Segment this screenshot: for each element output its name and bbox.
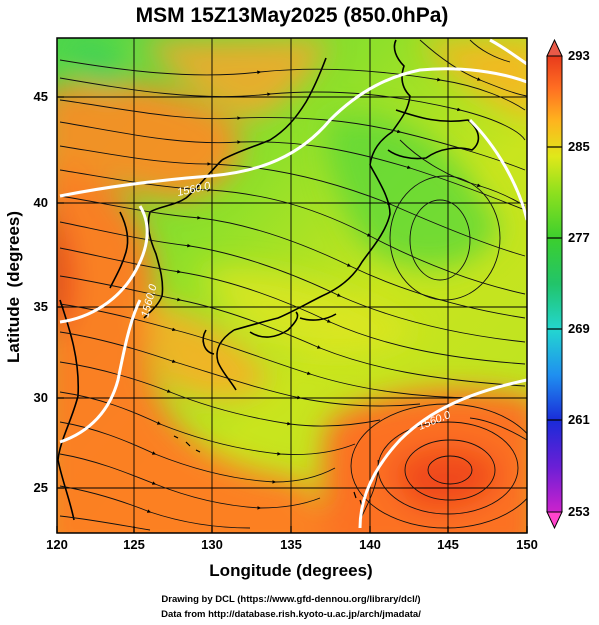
- x-tick-label: 140: [359, 537, 381, 552]
- colorbar-bottom-arrow: [546, 511, 563, 530]
- colorbar-tick-label: 285: [568, 139, 590, 154]
- map-panel: 1560.0 1560.0 1560.0: [57, 38, 527, 533]
- colorbar-top-arrow: [546, 38, 563, 57]
- y-tick-labels: 25 30 35 40 45: [34, 89, 48, 495]
- x-tick-label: 145: [437, 537, 459, 552]
- x-tick-labels: 120 125 130 135 140 145 150: [46, 537, 538, 552]
- x-tick-label: 125: [123, 537, 145, 552]
- x-tick-label: 135: [280, 537, 302, 552]
- y-tick-label: 35: [34, 299, 48, 314]
- colorbar-tick-label: 261: [568, 412, 590, 427]
- map-title: MSM 15Z13May2025 (850.0hPa): [136, 4, 449, 27]
- y-axis-label: Latitude (degrees): [4, 211, 23, 363]
- y-tick-label: 25: [34, 480, 48, 495]
- colorbar-tick-label: 269: [568, 321, 590, 336]
- y-tick-label: 40: [34, 195, 48, 210]
- y-axis-ticks: [57, 96, 64, 489]
- colorbar-tick-label: 253: [568, 504, 590, 519]
- y-tick-label: 45: [34, 89, 48, 104]
- geopotential-contours: [59, 38, 527, 529]
- colorbar-tick-label: 293: [568, 48, 590, 63]
- x-tick-label: 130: [201, 537, 223, 552]
- colorbar: 293 285 277 269 261 253: [546, 38, 590, 530]
- credit-data: Data from http://database.rish.kyoto-u.a…: [161, 609, 421, 620]
- x-tick-label: 150: [516, 537, 538, 552]
- y-tick-label: 30: [34, 390, 48, 405]
- x-tick-label: 120: [46, 537, 68, 552]
- colorbar-tick-label: 277: [568, 230, 590, 245]
- x-axis-label: Longitude (degrees): [209, 561, 372, 580]
- colorbar-gradient: [546, 55, 563, 513]
- map-frame: [56, 37, 528, 534]
- x-axis-ticks: [56, 526, 528, 533]
- credit-drawing: Drawing by DCL (https://www.gfd-dennou.o…: [161, 594, 420, 605]
